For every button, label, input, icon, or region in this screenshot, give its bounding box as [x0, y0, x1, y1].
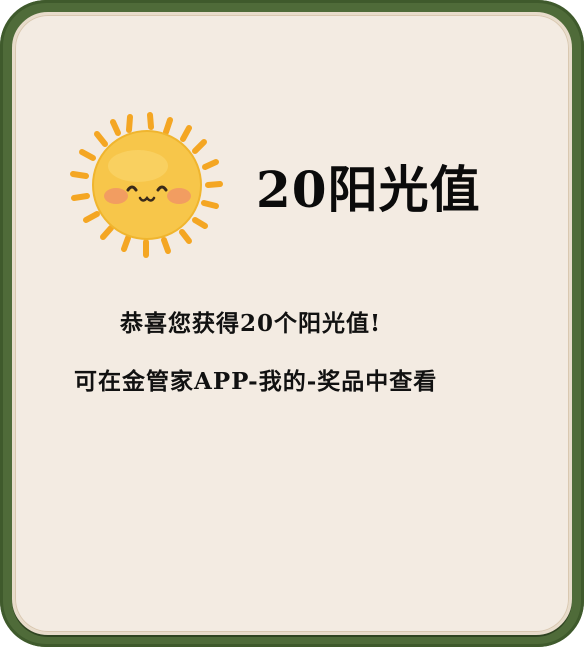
smile — [138, 196, 156, 202]
sun-face — [92, 130, 202, 240]
reward-card — [12, 12, 572, 635]
left-cheek — [104, 188, 128, 204]
sun-rays — [70, 112, 223, 258]
right-eye — [156, 185, 168, 192]
instruction-text: 可在金管家APP-我的-奖品中查看 — [74, 368, 438, 395]
reward-amount-title: 20阳光值 — [256, 160, 481, 219]
congratulations-text: 恭喜您获得20个阳光值! — [120, 310, 382, 337]
left-eye — [126, 185, 138, 192]
smiling-sun-icon — [70, 112, 223, 258]
right-cheek — [167, 188, 191, 204]
